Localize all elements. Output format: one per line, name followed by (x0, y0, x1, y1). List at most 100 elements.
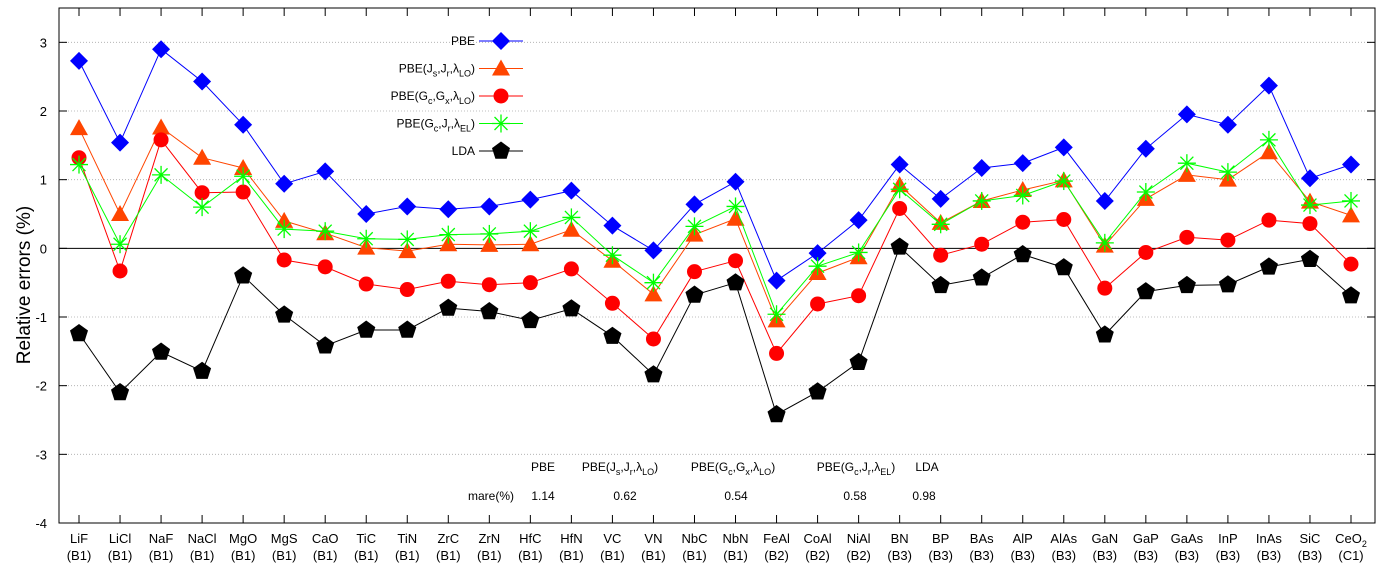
data-point-star (931, 215, 950, 234)
x-category-label: HfN (560, 531, 582, 546)
x-category-structure: (B3) (1010, 548, 1035, 563)
data-series (70, 40, 1360, 423)
x-category-label: BP (932, 531, 949, 546)
mare-column-header: PBE(Gc,Jr,λEL) (817, 460, 896, 477)
data-point-diamond (644, 241, 663, 260)
x-category-label: MgO (229, 531, 257, 546)
data-point-diamond (1218, 115, 1237, 134)
x-category-structure: (B1) (682, 548, 707, 563)
x-axis-ticks: LiF (B1) LiCl (B1) NaF (B1) NaCl (B1) MgO (B1) MgS… (67, 8, 1367, 563)
data-point-star (480, 224, 499, 243)
data-point-star (1136, 183, 1155, 202)
y-tick-label: -1 (35, 310, 47, 325)
y-axis-ticks: -4 -3 -2 -1 0 1 2 3 (35, 35, 1375, 531)
data-point-star (1013, 186, 1032, 205)
data-point-diamond (562, 181, 581, 200)
data-point-star (439, 225, 458, 244)
data-point-star (1259, 130, 1278, 149)
data-point-star (644, 273, 663, 292)
x-category-label: HfC (519, 531, 541, 546)
x-category-label: NaF (149, 531, 174, 546)
data-point-pentagon (808, 382, 827, 400)
data-point-triangle (70, 119, 88, 136)
x-category-label: GaN (1091, 531, 1118, 546)
data-point-diamond (1259, 76, 1278, 95)
x-category-label: BAs (970, 531, 994, 546)
x-category-structure: (B1) (108, 548, 133, 563)
x-category-label: LiCl (109, 531, 132, 546)
data-point-diamond (808, 244, 827, 263)
data-point-pentagon (1218, 275, 1237, 293)
data-point-circle (1015, 214, 1031, 230)
x-category-label: InP (1218, 531, 1238, 546)
data-point-triangle (152, 118, 171, 135)
data-point-star (193, 198, 212, 217)
legend-entry: PBE(Js,Jr,λLO) (399, 59, 523, 79)
data-point-circle (974, 236, 990, 252)
series-5 (70, 237, 1360, 423)
data-point-pentagon (1095, 325, 1114, 343)
data-point-circle (1343, 256, 1359, 272)
data-point-diamond (931, 189, 950, 208)
mare-value: 0.62 (613, 489, 637, 503)
x-category-structure: (B1) (559, 548, 584, 563)
data-point-diamond (111, 133, 130, 152)
data-point-star (808, 257, 827, 276)
data-point-pentagon (726, 273, 745, 291)
data-point-star (726, 197, 745, 216)
data-point-diamond (890, 155, 909, 174)
x-category-structure: (B3) (1175, 548, 1200, 563)
data-point-circle (481, 277, 497, 293)
data-point-pentagon (439, 298, 458, 316)
x-category-structure: (B1) (723, 548, 748, 563)
x-category-structure: (B3) (1093, 548, 1118, 563)
data-point-pentagon (193, 361, 212, 379)
x-category-structure: (B3) (1051, 548, 1076, 563)
y-tick-label: -4 (35, 516, 47, 531)
legend-label: PBE(Js,Jr,λLO) (399, 62, 475, 79)
x-category-label: AlAs (1050, 531, 1077, 546)
series-line (78, 48, 1352, 282)
data-point-pentagon (1013, 245, 1032, 263)
data-point-pentagon (849, 352, 868, 370)
x-category-structure: (B3) (1216, 548, 1241, 563)
data-point-triangle (1342, 206, 1360, 223)
legend-entry: PBE(Gc,Gx,λLO) (391, 88, 523, 106)
data-point-diamond (152, 40, 171, 59)
data-point-circle (1138, 244, 1154, 260)
data-point-pentagon (972, 268, 991, 286)
x-category-structure: (B3) (887, 548, 912, 563)
data-point-pentagon (767, 405, 786, 423)
x-category-structure: (B1) (149, 548, 174, 563)
data-point-diamond (1013, 154, 1032, 173)
data-point-diamond (972, 158, 991, 177)
data-point-pentagon (521, 310, 540, 329)
data-point-star (685, 217, 704, 236)
legend-entry: LDA (452, 141, 523, 159)
data-point-circle (522, 275, 538, 291)
data-point-diamond (1342, 155, 1360, 174)
mare-column-header: PBE(Js,Jr,λLO) (582, 460, 658, 477)
data-point-triangle (562, 220, 581, 237)
data-point-pentagon (357, 320, 376, 338)
data-point-circle (810, 296, 826, 312)
mare-column-header: PBE(Gc,Gx,λLO) (691, 460, 775, 477)
data-point-star (890, 180, 909, 199)
x-category-structure: (B3) (1134, 548, 1159, 563)
data-point-pentagon (152, 342, 171, 360)
x-category-structure: (B1) (313, 548, 338, 563)
data-point-star (1342, 191, 1360, 210)
series-3 (71, 132, 1359, 361)
x-category-structure: (B2) (764, 548, 789, 563)
data-point-star (357, 229, 376, 248)
mare-column-header: LDA (915, 460, 938, 474)
data-point-diamond (767, 271, 786, 290)
data-point-triangle (111, 205, 130, 221)
data-point-star (1095, 233, 1114, 252)
data-point-circle (1220, 232, 1236, 248)
data-point-circle (440, 273, 456, 289)
x-category-label: NaCl (188, 531, 217, 546)
data-point-pentagon (931, 275, 950, 294)
data-point-pentagon (275, 305, 294, 323)
data-point-circle (769, 345, 785, 361)
